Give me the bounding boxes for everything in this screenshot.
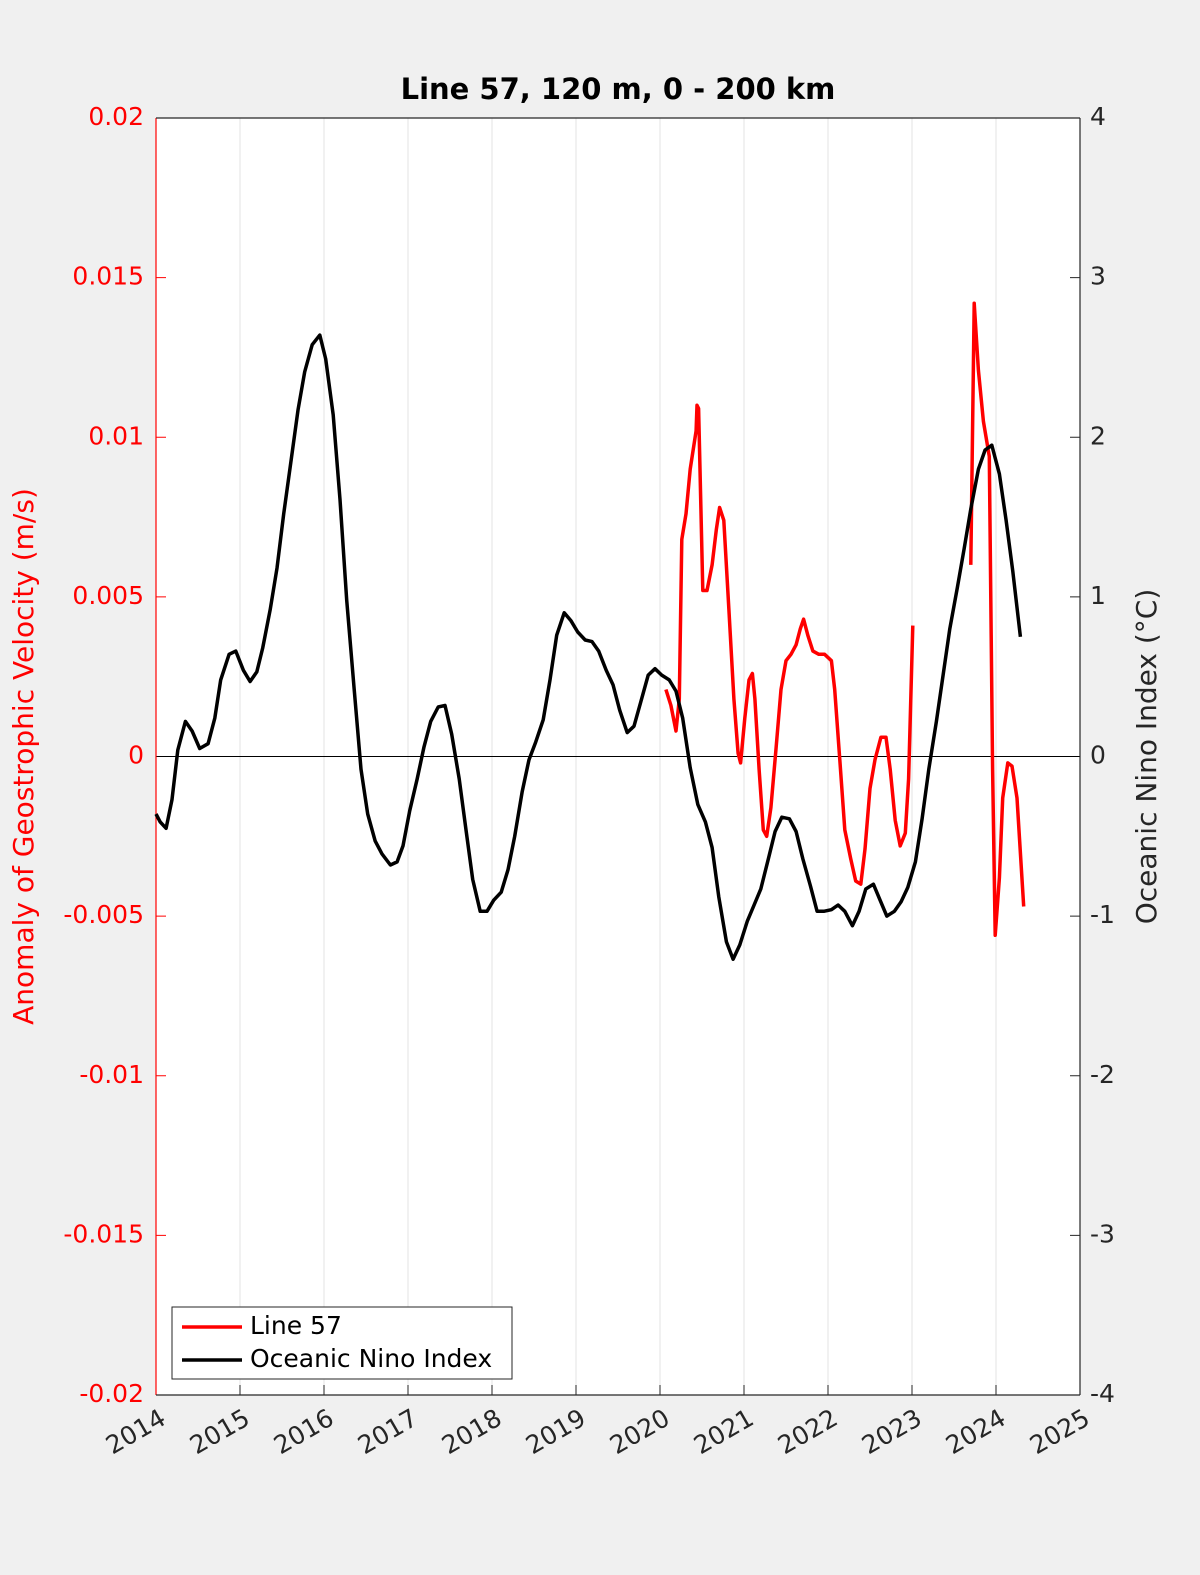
legend-label: Line 57	[250, 1311, 342, 1340]
y2-tick-label: -1	[1090, 900, 1115, 929]
x-tick-label: 2023	[857, 1403, 927, 1460]
y2-tick-label: 1	[1090, 581, 1106, 610]
x-tick-label: 2017	[353, 1403, 423, 1460]
y2-tick-label: 2	[1090, 421, 1106, 450]
y2-tick-label: -2	[1090, 1060, 1115, 1089]
y-tick-label: 0	[128, 741, 144, 770]
x-tick-label: 2020	[605, 1403, 675, 1460]
y-tick-label: 0.01	[88, 421, 144, 450]
y-tick-label: -0.005	[63, 900, 144, 929]
y2-tick-label: 3	[1090, 262, 1106, 291]
x-tick-label: 2022	[773, 1403, 843, 1460]
y-axis-label: Anomaly of Geostrophic Velocity (m/s)	[7, 488, 40, 1025]
x-tick-label: 2018	[437, 1403, 507, 1460]
x-tick-label: 2021	[689, 1403, 759, 1460]
y-tick-label: -0.01	[79, 1060, 144, 1089]
y2-axis-label: Oceanic Nino Index (°C)	[1130, 589, 1163, 925]
x-tick-label: 2025	[1025, 1403, 1095, 1460]
data-line	[664, 301, 1026, 938]
y-tick-label: 0.02	[88, 102, 144, 131]
y-tick-label: 0.005	[72, 581, 144, 610]
legend-label: Oceanic Nino Index	[250, 1344, 492, 1373]
x-tick-label: 2019	[521, 1403, 591, 1460]
x-tick-label: 2024	[941, 1403, 1011, 1460]
data-line	[154, 333, 1023, 961]
y2-tick-label: 4	[1090, 102, 1106, 131]
y2-tick-label: 0	[1090, 741, 1106, 770]
y-tick-label: -0.02	[79, 1379, 144, 1408]
y2-tick-label: -3	[1090, 1219, 1115, 1248]
x-tick-label: 2014	[101, 1403, 171, 1460]
x-tick-label: 2016	[269, 1403, 339, 1460]
x-tick-label: 2015	[185, 1403, 255, 1460]
chart-title: Line 57, 120 m, 0 - 200 km	[401, 72, 836, 106]
legend-box	[171, 1306, 513, 1380]
y-tick-label: -0.015	[63, 1219, 144, 1248]
y2-tick-label: -4	[1090, 1379, 1115, 1408]
y-tick-label: 0.015	[72, 262, 144, 291]
